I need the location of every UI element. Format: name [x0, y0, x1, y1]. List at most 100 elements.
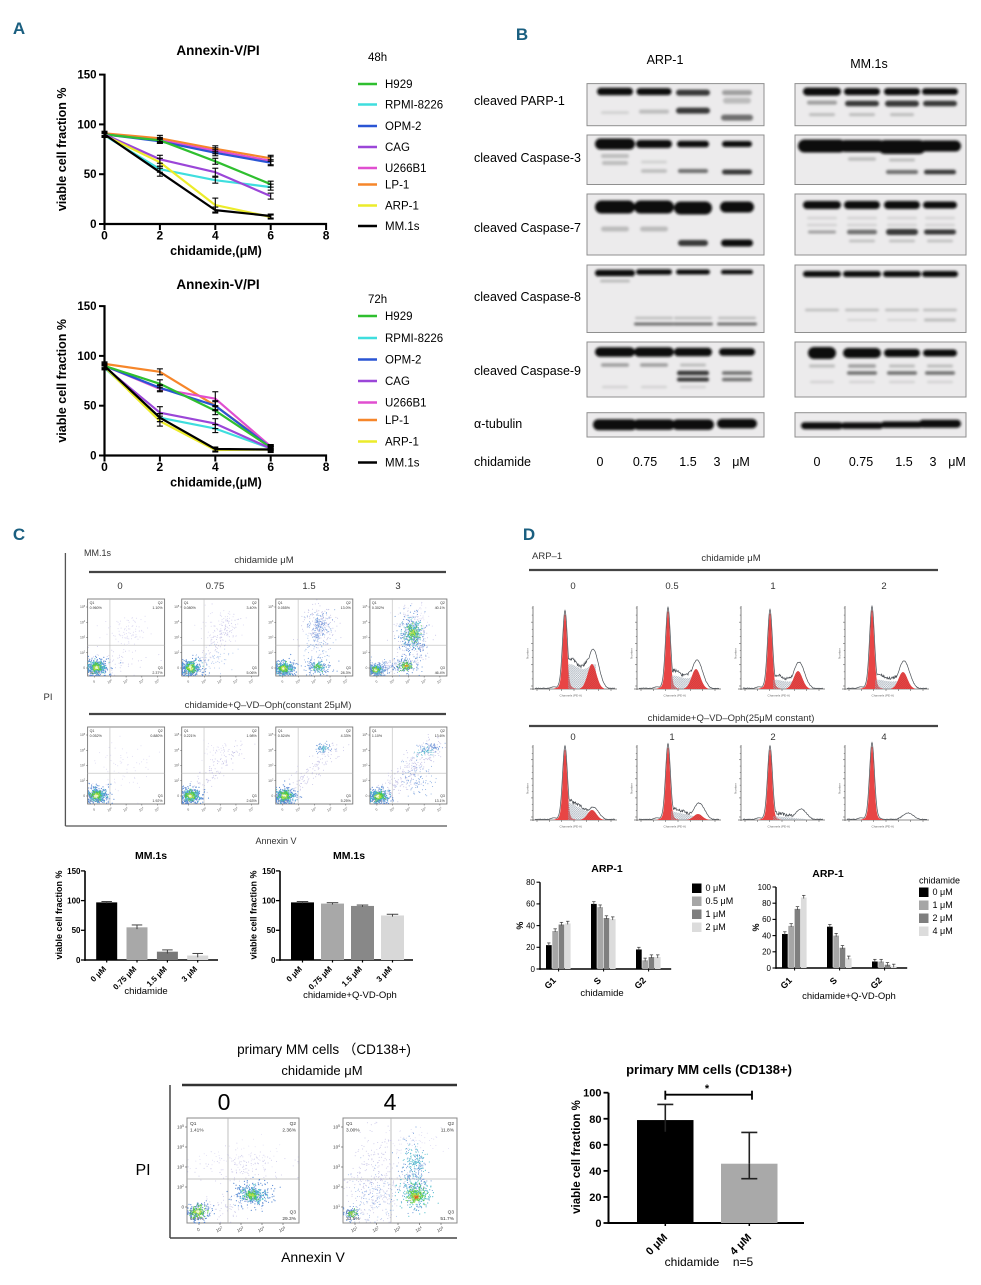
svg-text:Channels (PE-A): Channels (PE-A) [664, 825, 687, 829]
svg-text:50: 50 [72, 926, 81, 935]
svg-text:Q3: Q3 [252, 666, 257, 670]
svg-text:104: 104 [268, 748, 274, 752]
svg-text:80: 80 [526, 878, 535, 887]
svg-text:Q2: Q2 [346, 729, 351, 733]
svg-text:104: 104 [268, 620, 274, 624]
svg-text:U266B1: U266B1 [385, 398, 427, 410]
svg-text:cleaved Caspase-9: cleaved Caspase-9 [474, 364, 581, 378]
svg-text:Q2: Q2 [158, 601, 163, 605]
svg-text:20: 20 [526, 943, 535, 952]
svg-text:103: 103 [310, 806, 317, 813]
svg-text:Annexin-V/PI: Annexin-V/PI [176, 43, 259, 58]
svg-text:40: 40 [589, 1166, 601, 1178]
svg-text:103: 103 [80, 763, 86, 767]
svg-text:MM.1s: MM.1s [135, 850, 167, 862]
svg-text:60: 60 [526, 900, 535, 909]
svg-text:2: 2 [770, 732, 775, 743]
svg-text:102: 102 [107, 806, 114, 813]
svg-text:103: 103 [122, 678, 129, 685]
svg-text:104: 104 [138, 678, 145, 685]
svg-text:Channels (PE-A): Channels (PE-A) [872, 825, 895, 829]
svg-text:105: 105 [333, 1124, 340, 1130]
svg-text:40: 40 [762, 931, 771, 940]
svg-text:104: 104 [232, 806, 239, 813]
svg-text:Q1: Q1 [90, 729, 95, 733]
svg-text:1.98%: 1.98% [246, 734, 257, 738]
svg-text:104: 104 [414, 1225, 423, 1233]
svg-text:PI: PI [135, 1162, 150, 1179]
svg-text:viable cell fraction %: viable cell fraction % [249, 870, 259, 959]
svg-text:100: 100 [758, 883, 772, 892]
svg-text:2.36%: 2.36% [282, 1128, 296, 1134]
svg-text:2.63%: 2.63% [246, 799, 257, 803]
svg-text:0.221%: 0.221% [184, 734, 197, 738]
svg-text:104: 104 [177, 1144, 184, 1150]
svg-text:3.40%: 3.40% [246, 606, 257, 610]
svg-text:3.00%: 3.00% [346, 1128, 360, 1134]
svg-text:chidamide+Q-VD-Oph: chidamide+Q-VD-Oph [303, 990, 397, 1001]
svg-text:5.25%: 5.25% [341, 799, 352, 803]
svg-text:Number: Number [526, 783, 530, 794]
svg-text:chidamide: chidamide [580, 988, 623, 999]
svg-text:0: 0 [92, 807, 96, 811]
svg-text:102: 102 [268, 651, 274, 655]
svg-text:105: 105 [80, 733, 86, 737]
svg-text:0.75: 0.75 [849, 455, 873, 469]
svg-text:MM.1s: MM.1s [84, 548, 112, 558]
svg-text:0: 0 [196, 1227, 201, 1233]
svg-text:96.9%: 96.9% [90, 671, 101, 675]
svg-text:102: 102 [333, 1184, 340, 1190]
svg-text:Q1: Q1 [346, 1121, 353, 1127]
svg-text:Q2: Q2 [252, 729, 257, 733]
svg-text:105: 105 [154, 806, 161, 813]
svg-text:2: 2 [881, 581, 886, 592]
svg-text:0: 0 [181, 1205, 184, 1210]
svg-text:chidamide: chidamide [665, 1255, 720, 1269]
svg-text:4.33%: 4.33% [341, 734, 352, 738]
svg-text:51.7%: 51.7% [440, 1216, 454, 1222]
svg-text:chidamide,(μM): chidamide,(μM) [170, 476, 262, 490]
svg-text:Q1: Q1 [372, 729, 377, 733]
svg-text:102: 102 [362, 779, 368, 783]
svg-text:1 μM: 1 μM [706, 909, 726, 919]
svg-text:0: 0 [767, 964, 772, 973]
svg-text:Q2: Q2 [290, 1121, 297, 1127]
svg-text:0: 0 [90, 219, 96, 231]
svg-text:0: 0 [595, 1218, 601, 1230]
svg-text:OPM-2: OPM-2 [385, 121, 421, 133]
svg-text:150: 150 [67, 867, 81, 876]
svg-text:Number: Number [630, 648, 634, 659]
svg-text:chidamide+Q-VD-Oph: chidamide+Q-VD-Oph [802, 991, 896, 1002]
svg-text:20: 20 [589, 1192, 601, 1204]
svg-text:1.5: 1.5 [302, 581, 315, 592]
svg-text:105: 105 [342, 678, 349, 685]
svg-text:0: 0 [271, 794, 273, 798]
svg-text:104: 104 [362, 620, 368, 624]
svg-text:103: 103 [333, 1164, 340, 1170]
svg-text:Channels (PE-A): Channels (PE-A) [872, 694, 895, 698]
svg-text:0.5 μM: 0.5 μM [706, 896, 734, 906]
svg-text:primary MM cells （CD138+): primary MM cells （CD138+) [237, 1042, 411, 1057]
svg-text:103: 103 [268, 635, 274, 639]
svg-text:cleaved Caspase-3: cleaved Caspase-3 [474, 151, 581, 165]
svg-text:MM.1s: MM.1s [385, 221, 420, 233]
svg-text:Q2: Q2 [252, 601, 257, 605]
svg-text:50: 50 [84, 401, 97, 413]
svg-text:cleaved Caspase-7: cleaved Caspase-7 [474, 221, 581, 235]
svg-text:104: 104 [257, 1225, 266, 1233]
svg-text:3: 3 [930, 455, 937, 469]
svg-text:viable cell fraction %: viable cell fraction % [55, 87, 69, 211]
svg-text:103: 103 [405, 806, 412, 813]
svg-text:1.5: 1.5 [895, 455, 912, 469]
svg-text:Q3: Q3 [158, 794, 163, 798]
svg-text:0: 0 [186, 807, 190, 811]
svg-text:chidamide: chidamide [919, 876, 960, 886]
svg-text:104: 104 [232, 678, 239, 685]
svg-text:102: 102 [389, 678, 396, 685]
svg-text:0: 0 [218, 1089, 231, 1115]
svg-text:Number: Number [734, 648, 738, 659]
svg-text:2: 2 [157, 229, 164, 243]
svg-text:13.1%: 13.1% [435, 799, 446, 803]
svg-text:103: 103 [405, 678, 412, 685]
svg-text:Q1: Q1 [278, 729, 283, 733]
